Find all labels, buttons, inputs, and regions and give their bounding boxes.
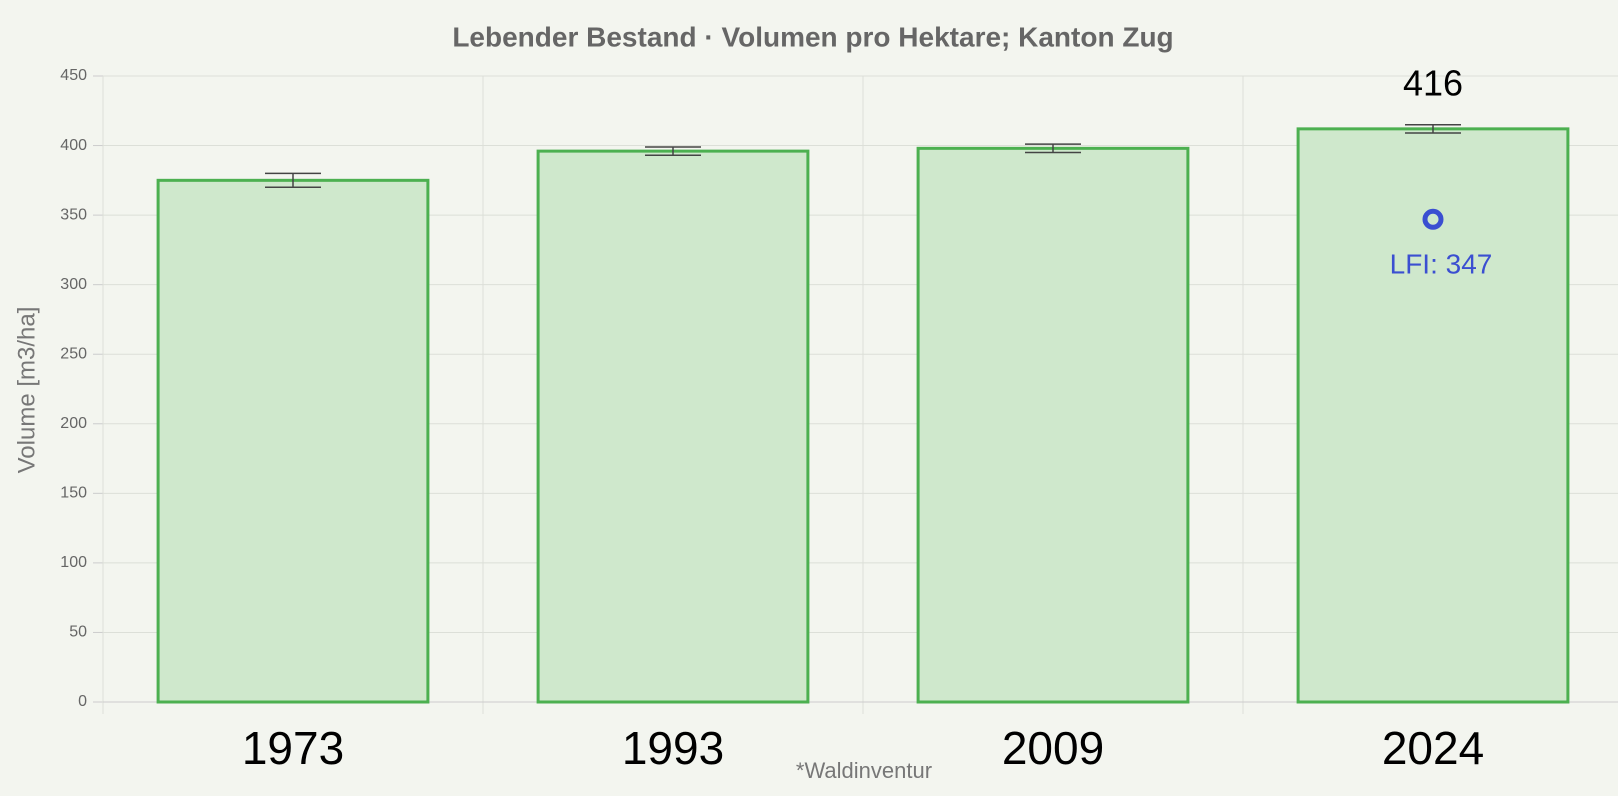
y-tick-label: 300 — [60, 276, 87, 293]
reference-label: LFI: 347 — [1390, 249, 1493, 280]
y-tick-label: 0 — [78, 693, 87, 710]
x-tick-label: 1973 — [242, 722, 344, 774]
x-tick-label: 2024 — [1382, 722, 1484, 774]
y-tick-label: 100 — [60, 554, 87, 571]
bar — [156, 178, 430, 704]
annotation: 416 — [1403, 63, 1463, 104]
footnote: *Waldinventur — [796, 758, 932, 783]
x-tick-label: 2009 — [1002, 722, 1104, 774]
x-tick-label: 1993 — [622, 722, 724, 774]
bar — [916, 146, 1190, 704]
y-tick-label: 50 — [69, 624, 87, 641]
y-axis-label: Volume [m3/ha] — [13, 307, 40, 474]
y-tick-label: 350 — [60, 206, 87, 223]
y-tick-label: 250 — [60, 345, 87, 362]
reference-point — [1422, 208, 1444, 230]
bar — [1296, 127, 1570, 704]
y-tick-label: 450 — [60, 67, 87, 84]
chart-title: Lebender Bestand · Volumen pro Hektare; … — [452, 21, 1173, 52]
y-tick-label: 150 — [60, 485, 87, 502]
y-tick-label: 200 — [60, 415, 87, 432]
bar — [536, 149, 810, 704]
y-tick-label: 400 — [60, 137, 87, 154]
